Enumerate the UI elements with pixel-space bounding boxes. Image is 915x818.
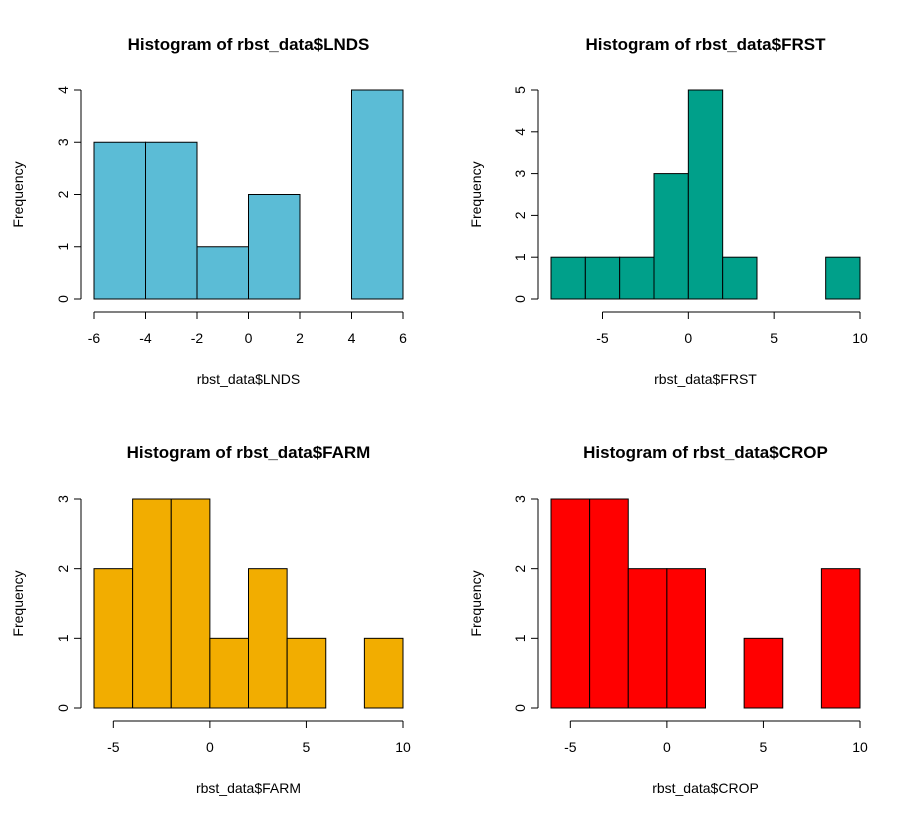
histogram-bar	[666, 568, 706, 709]
histogram-bar	[687, 89, 724, 300]
y-tick-label: 4	[55, 86, 71, 94]
histogram-bar	[584, 256, 621, 300]
histogram-panel-4: Histogram of rbst_data$CROP -5 0 5 10 0 1 2 3 rbs…	[468, 443, 868, 796]
histogram-bar	[550, 256, 586, 300]
histogram-bar	[145, 141, 198, 300]
histogram-bar	[722, 256, 758, 300]
x-tick-label: 10	[395, 739, 411, 755]
x-axis-label: rbst_data$CROP	[652, 780, 759, 796]
x-tick-label: -5	[107, 739, 120, 755]
histogram-bar	[589, 498, 629, 709]
y-tick-label: 2	[55, 565, 71, 573]
x-tick-label: 10	[852, 739, 868, 755]
x-tick-label: -5	[564, 739, 577, 755]
x-tick-label: -6	[88, 330, 101, 346]
y-tick-label: 3	[512, 169, 528, 177]
x-tick-label: 0	[663, 739, 671, 755]
histogram-bar	[248, 194, 301, 300]
x-tick-label: 4	[348, 330, 356, 346]
histogram-bar	[820, 568, 861, 709]
histogram-panel-2: Histogram of rbst_data$FRST -5 0 5 10 0 1 2 3 4 5 r…	[468, 35, 868, 387]
x-axis-label: rbst_data$FRST	[654, 371, 757, 387]
chart-title: Histogram of rbst_data$LNDS	[128, 35, 370, 54]
x-tick-label: 6	[399, 330, 407, 346]
x-tick-label: 5	[760, 739, 768, 755]
y-tick-label: 4	[512, 128, 528, 136]
histogram-bar	[825, 256, 861, 300]
histogram-panel-3: Histogram of rbst_data$FARM -5 0 5 10 0 1 2 3 rbs…	[10, 443, 411, 796]
y-tick-label: 0	[55, 704, 71, 712]
y-tick-label: 1	[512, 634, 528, 642]
histogram-bar	[743, 637, 784, 709]
x-tick-label: 0	[684, 330, 692, 346]
histogram-panel-1: Histogram of rbst_data$LNDS -6 -4 -2 0 2 4 6 0 1 2…	[10, 35, 407, 387]
histogram-bar	[170, 498, 211, 709]
histogram-bar	[619, 256, 655, 300]
y-tick-label: 3	[55, 138, 71, 146]
x-tick-label: 0	[206, 739, 214, 755]
y-tick-label: 5	[512, 86, 528, 94]
y-axis-label: Frequency	[468, 161, 484, 227]
y-tick-label: 2	[512, 565, 528, 573]
chart-title: Histogram of rbst_data$FRST	[586, 35, 827, 54]
histogram-bar	[93, 141, 146, 300]
histogram-bar	[209, 637, 249, 709]
x-tick-label: -4	[139, 330, 152, 346]
x-tick-label: 10	[852, 330, 868, 346]
y-axis-label: Frequency	[10, 570, 26, 636]
y-tick-label: 2	[55, 190, 71, 198]
chart-title: Histogram of rbst_data$FARM	[127, 443, 371, 462]
x-tick-label: -2	[191, 330, 204, 346]
y-tick-label: 0	[512, 295, 528, 303]
x-tick-label: 5	[770, 330, 778, 346]
x-axis-label: rbst_data$FARM	[196, 780, 301, 796]
histogram-bar	[93, 568, 134, 709]
y-tick-label: 1	[512, 253, 528, 261]
y-tick-label: 3	[512, 495, 528, 503]
y-tick-label: 1	[55, 243, 71, 251]
y-tick-label: 3	[55, 495, 71, 503]
y-tick-label: 1	[55, 634, 71, 642]
histogram-bar	[550, 498, 591, 709]
y-tick-label: 0	[512, 704, 528, 712]
y-tick-label: 0	[55, 295, 71, 303]
histogram-bar	[248, 568, 288, 709]
y-axis-label: Frequency	[10, 161, 26, 227]
histogram-bar	[351, 89, 404, 300]
x-tick-label: -5	[596, 330, 609, 346]
x-tick-label: 5	[303, 739, 311, 755]
y-axis-label: Frequency	[468, 570, 484, 636]
x-axis-label: rbst_data$LNDS	[197, 371, 301, 387]
x-tick-label: 0	[245, 330, 253, 346]
histogram-bar	[132, 498, 172, 709]
histogram-bar	[196, 246, 249, 300]
histogram-bar	[627, 568, 668, 709]
y-tick-label: 2	[512, 211, 528, 219]
chart-title: Histogram of rbst_data$CROP	[583, 443, 828, 462]
histogram-bar	[363, 637, 404, 709]
x-tick-label: 2	[296, 330, 304, 346]
histogram-bar	[653, 173, 689, 300]
histogram-bar	[286, 637, 327, 709]
